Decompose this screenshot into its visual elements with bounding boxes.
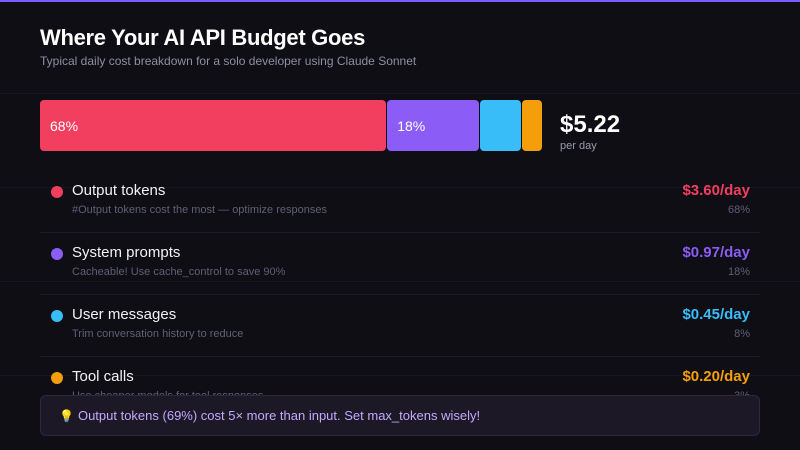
- bar-segment-user-messages[interactable]: [479, 100, 521, 151]
- page-title: Where Your AI API Budget Goes: [40, 25, 366, 50]
- category-amount: $0.45/day: [682, 306, 750, 323]
- list-item-output-tokens[interactable]: Output tokens #Output tokens cost the mo…: [40, 171, 760, 233]
- color-dot-icon: [51, 186, 63, 198]
- category-percent: 18%: [727, 266, 750, 278]
- lightbulb-icon: 💡: [59, 408, 74, 423]
- total-cost-unit: per day: [560, 140, 597, 152]
- list-item-system-prompts[interactable]: System prompts Cacheable! Use cache_cont…: [40, 233, 760, 295]
- category-percent: 8%: [734, 328, 750, 340]
- bar-segment-output-tokens[interactable]: 68%: [40, 100, 387, 151]
- category-note: #Output tokens cost the most — optimize …: [72, 204, 327, 216]
- category-amount: $0.97/day: [682, 244, 750, 261]
- category-note: Cacheable! Use cache_control to save 90%: [72, 266, 286, 278]
- cost-breakdown-bar: 68% 18%: [40, 100, 542, 151]
- category-amount: $0.20/day: [682, 368, 750, 385]
- page-subtitle: Typical daily cost breakdown for a solo …: [40, 54, 417, 68]
- category-amount: $3.60/day: [682, 182, 750, 199]
- cost-category-list: Output tokens #Output tokens cost the mo…: [40, 171, 760, 419]
- total-cost-value: $5.22: [560, 111, 621, 138]
- category-name: Output tokens: [72, 182, 166, 199]
- color-dot-icon: [51, 372, 63, 384]
- tip-banner: 💡 Output tokens (69%) cost 5× more than …: [40, 395, 760, 436]
- top-accent-line: [0, 0, 800, 2]
- category-name: User messages: [72, 306, 177, 323]
- category-name: Tool calls: [72, 368, 134, 385]
- list-item-user-messages[interactable]: User messages Trim conversation history …: [40, 295, 760, 357]
- category-note: Trim conversation history to reduce: [72, 328, 244, 340]
- bar-segment-tool-calls[interactable]: [521, 100, 542, 151]
- tip-text: Output tokens (69%) cost 5× more than in…: [77, 408, 481, 423]
- color-dot-icon: [51, 248, 63, 260]
- color-dot-icon: [51, 310, 63, 322]
- bar-segment-system-prompts[interactable]: 18%: [387, 100, 479, 151]
- category-name: System prompts: [72, 244, 181, 261]
- category-percent: 68%: [727, 204, 750, 216]
